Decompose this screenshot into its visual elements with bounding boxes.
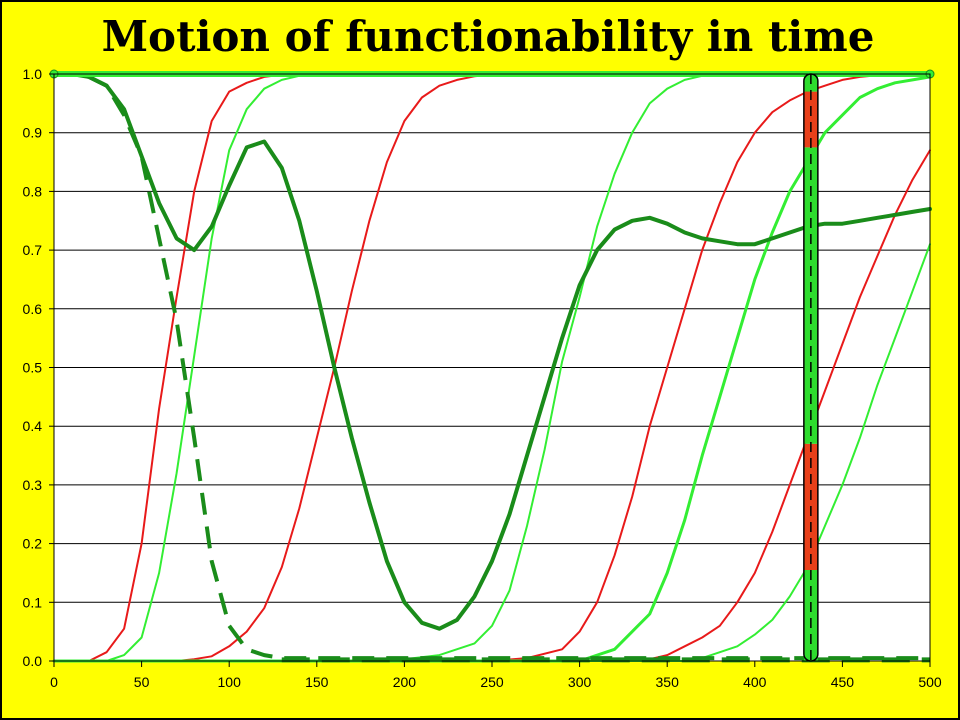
y-tick-label-1: 0.1: [23, 594, 43, 610]
y-tick-label-4: 0.4: [23, 418, 43, 434]
x-tick-label-10: 500: [918, 674, 942, 690]
series-line-8: [52, 72, 932, 631]
x-tick-label-4: 200: [393, 674, 417, 690]
y-tick-label-8: 0.8: [23, 183, 43, 199]
bar-segment-0: [803, 570, 818, 661]
axes: [49, 73, 931, 667]
x-tick-label-1: 50: [134, 674, 150, 690]
y-tick-label-5: 0.5: [23, 360, 43, 376]
y-tick-label-6: 0.6: [23, 301, 43, 317]
x-tick-label-8: 400: [743, 674, 767, 690]
bar-segment-2: [803, 147, 818, 444]
marker-bar: [803, 73, 819, 662]
y-tick-label-9: 0.9: [23, 125, 43, 141]
y-tick-label-3: 0.3: [23, 477, 43, 493]
series-line-5: [52, 75, 932, 663]
series-line-6: [53, 149, 931, 662]
tick-labels: 0 50 100 150 200 250 300 350 400 450 500 0.0 0.1 0.2 0…: [23, 66, 942, 690]
x-tick-label-7: 350: [656, 674, 680, 690]
x-tick-label-2: 100: [218, 674, 242, 690]
series-line-4: [53, 73, 931, 662]
x-tick-label-5: 250: [480, 674, 504, 690]
x-tick-label-3: 150: [305, 674, 329, 690]
x-tick-label-0: 0: [50, 674, 58, 690]
y-tick-label-10: 1.0: [23, 66, 43, 82]
gridlines: [54, 73, 930, 662]
x-tick-label-6: 300: [568, 674, 592, 690]
y-tick-label-7: 0.7: [23, 242, 43, 258]
y-tick-label-0: 0.0: [23, 653, 43, 669]
y-tick-label-2: 0.2: [23, 536, 43, 552]
series-line-9: [54, 72, 930, 661]
series-line-7: [53, 243, 931, 662]
bar-segment-3: [803, 91, 818, 148]
x-tick-label-9: 450: [831, 674, 855, 690]
chart-title: Motion of functionability in time: [101, 12, 875, 61]
